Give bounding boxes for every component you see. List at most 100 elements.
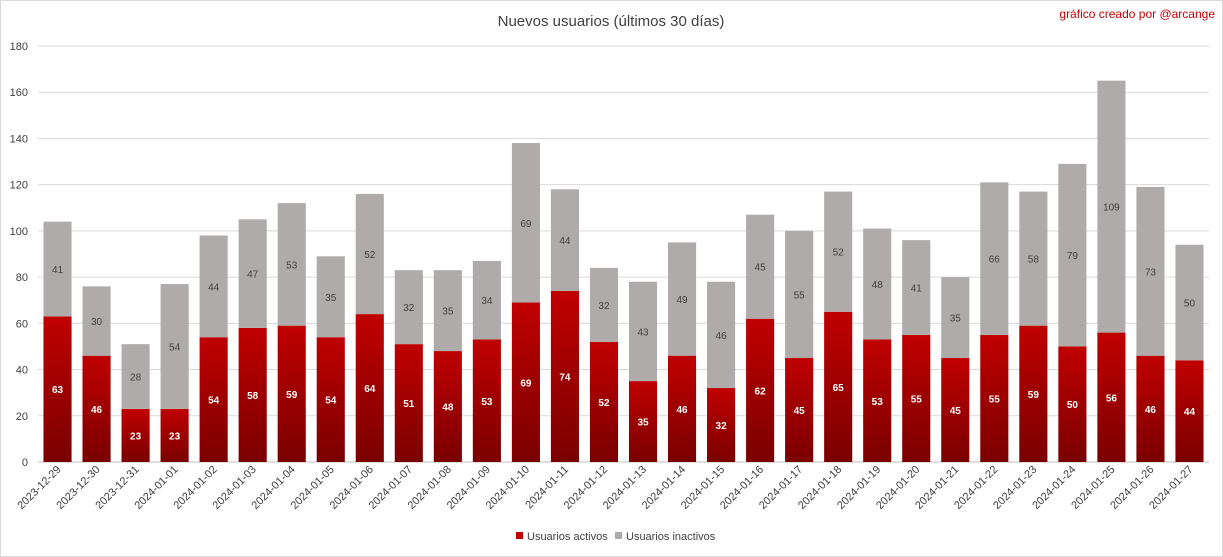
- data-label-usuarios-inactivos: 43: [637, 327, 649, 338]
- y-axis-ticks: 0 20 40 60 80 100 120 140 160 180: [10, 41, 28, 469]
- bar-usuarios-activos: [472, 339, 501, 462]
- bar-usuarios-activos: [746, 318, 775, 462]
- data-label-usuarios-activos: 48: [442, 403, 454, 414]
- bar-usuarios-inactivos: [472, 260, 501, 340]
- bar-usuarios-activos: [1019, 325, 1048, 462]
- data-label-usuarios-activos: 50: [1067, 400, 1079, 411]
- bar-usuarios-activos: [355, 314, 384, 462]
- bar-usuarios-activos: [199, 337, 228, 462]
- data-label-usuarios-activos: 51: [403, 399, 415, 410]
- y-tick-label: 140: [10, 133, 28, 145]
- bar-usuarios-activos: [785, 358, 814, 462]
- y-tick-label: 40: [16, 365, 28, 377]
- data-label-usuarios-inactivos: 34: [481, 296, 493, 307]
- bar-usuarios-activos: [394, 344, 423, 462]
- bar-usuarios-inactivos: [980, 182, 1009, 335]
- data-label-usuarios-activos: 55: [911, 394, 923, 405]
- legend-label-usuarios-inactivos: Usuarios inactivos: [626, 531, 716, 543]
- data-label-usuarios-inactivos: 35: [950, 314, 962, 325]
- bar-usuarios-inactivos: [316, 256, 345, 338]
- data-label-usuarios-inactivos: 30: [91, 317, 103, 328]
- gridlines: [38, 45, 1209, 463]
- legend-swatch-usuarios-activos: [516, 532, 523, 539]
- data-label-usuarios-inactivos: 32: [598, 301, 610, 312]
- data-label-usuarios-inactivos: 41: [52, 265, 64, 276]
- legend: Usuarios activos Usuarios inactivos: [516, 531, 716, 543]
- data-label-usuarios-activos: 56: [1106, 393, 1118, 404]
- bar-usuarios-inactivos: [121, 344, 150, 409]
- data-label-usuarios-activos: 46: [676, 405, 688, 416]
- data-label-usuarios-inactivos: 109: [1103, 203, 1120, 214]
- bar-usuarios-inactivos: [550, 189, 580, 291]
- data-label-usuarios-inactivos: 55: [794, 290, 806, 301]
- bar-usuarios-inactivos: [1097, 80, 1126, 333]
- bar-usuarios-activos: [863, 339, 892, 462]
- y-tick-label: 100: [10, 226, 28, 238]
- data-label-usuarios-activos: 23: [130, 431, 142, 442]
- bar-usuarios-inactivos: [628, 281, 658, 382]
- data-label-usuarios-activos: 69: [520, 378, 532, 389]
- bar-usuarios-activos: [980, 334, 1009, 462]
- data-label-usuarios-activos: 32: [716, 421, 728, 432]
- data-label-usuarios-inactivos: 49: [676, 295, 688, 306]
- bar-usuarios-inactivos: [82, 286, 111, 356]
- bar-usuarios-inactivos: [277, 203, 306, 326]
- data-label-usuarios-inactivos: 54: [169, 342, 181, 353]
- y-tick-label: 120: [10, 180, 28, 192]
- data-label-usuarios-inactivos: 79: [1067, 251, 1079, 262]
- bar-usuarios-activos: [1175, 360, 1204, 462]
- data-label-usuarios-activos: 53: [481, 397, 493, 408]
- chart-credit: gráfico creado por @arcange: [1059, 7, 1215, 21]
- bar-usuarios-inactivos: [1136, 186, 1165, 356]
- bar-usuarios-inactivos: [160, 284, 189, 409]
- y-tick-label: 180: [10, 41, 28, 53]
- data-label-usuarios-activos: 58: [247, 391, 259, 402]
- data-label-usuarios-inactivos: 52: [364, 250, 376, 261]
- data-label-usuarios-inactivos: 45: [755, 263, 767, 274]
- bar-usuarios-inactivos: [941, 277, 970, 358]
- data-label-usuarios-activos: 35: [637, 418, 649, 429]
- bar-usuarios-inactivos: [1175, 244, 1204, 361]
- data-label-usuarios-inactivos: 48: [872, 280, 884, 291]
- data-label-usuarios-inactivos: 73: [1145, 267, 1157, 278]
- bar-usuarios-activos: [550, 290, 580, 462]
- bar-usuarios-activos: [82, 355, 111, 462]
- data-label-usuarios-inactivos: 41: [911, 284, 923, 295]
- data-label-usuarios-activos: 45: [950, 406, 962, 417]
- data-label-usuarios-activos: 54: [208, 396, 220, 407]
- bar-usuarios-activos: [316, 337, 345, 462]
- bar-usuarios-activos: [628, 381, 658, 462]
- data-label-usuarios-activos: 52: [598, 398, 610, 409]
- data-label-usuarios-inactivos: 50: [1184, 299, 1196, 310]
- bar-usuarios-inactivos: [589, 267, 619, 342]
- data-label-usuarios-inactivos: 52: [833, 248, 845, 259]
- bar-usuarios-inactivos: [238, 219, 267, 328]
- data-label-usuarios-activos: 46: [91, 405, 103, 416]
- data-label-usuarios-activos: 74: [559, 372, 571, 383]
- data-label-usuarios-inactivos: 35: [325, 293, 337, 304]
- data-label-usuarios-inactivos: 53: [286, 260, 298, 271]
- bar-usuarios-activos: [160, 408, 189, 462]
- data-label-usuarios-inactivos: 44: [559, 236, 571, 247]
- bars: [43, 80, 1204, 462]
- y-tick-label: 80: [16, 272, 28, 284]
- bar-usuarios-inactivos: [824, 191, 853, 312]
- data-label-usuarios-inactivos: 69: [520, 219, 532, 230]
- bar-usuarios-activos: [277, 325, 306, 462]
- data-label-usuarios-activos: 55: [989, 394, 1001, 405]
- y-tick-label: 60: [16, 318, 28, 330]
- data-label-usuarios-inactivos: 66: [989, 255, 1001, 266]
- data-label-usuarios-inactivos: 35: [442, 307, 454, 318]
- data-label-usuarios-activos: 23: [169, 431, 181, 442]
- data-label-usuarios-inactivos: 47: [247, 270, 259, 281]
- bar-usuarios-activos: [1058, 346, 1087, 462]
- bar-usuarios-activos: [902, 334, 931, 462]
- data-label-usuarios-inactivos: 44: [208, 282, 220, 293]
- bar-usuarios-activos: [589, 341, 619, 462]
- data-label-usuarios-activos: 59: [1028, 390, 1040, 401]
- bar-usuarios-activos: [121, 408, 150, 462]
- data-label-usuarios-inactivos: 28: [130, 372, 142, 383]
- y-tick-label: 160: [10, 87, 28, 99]
